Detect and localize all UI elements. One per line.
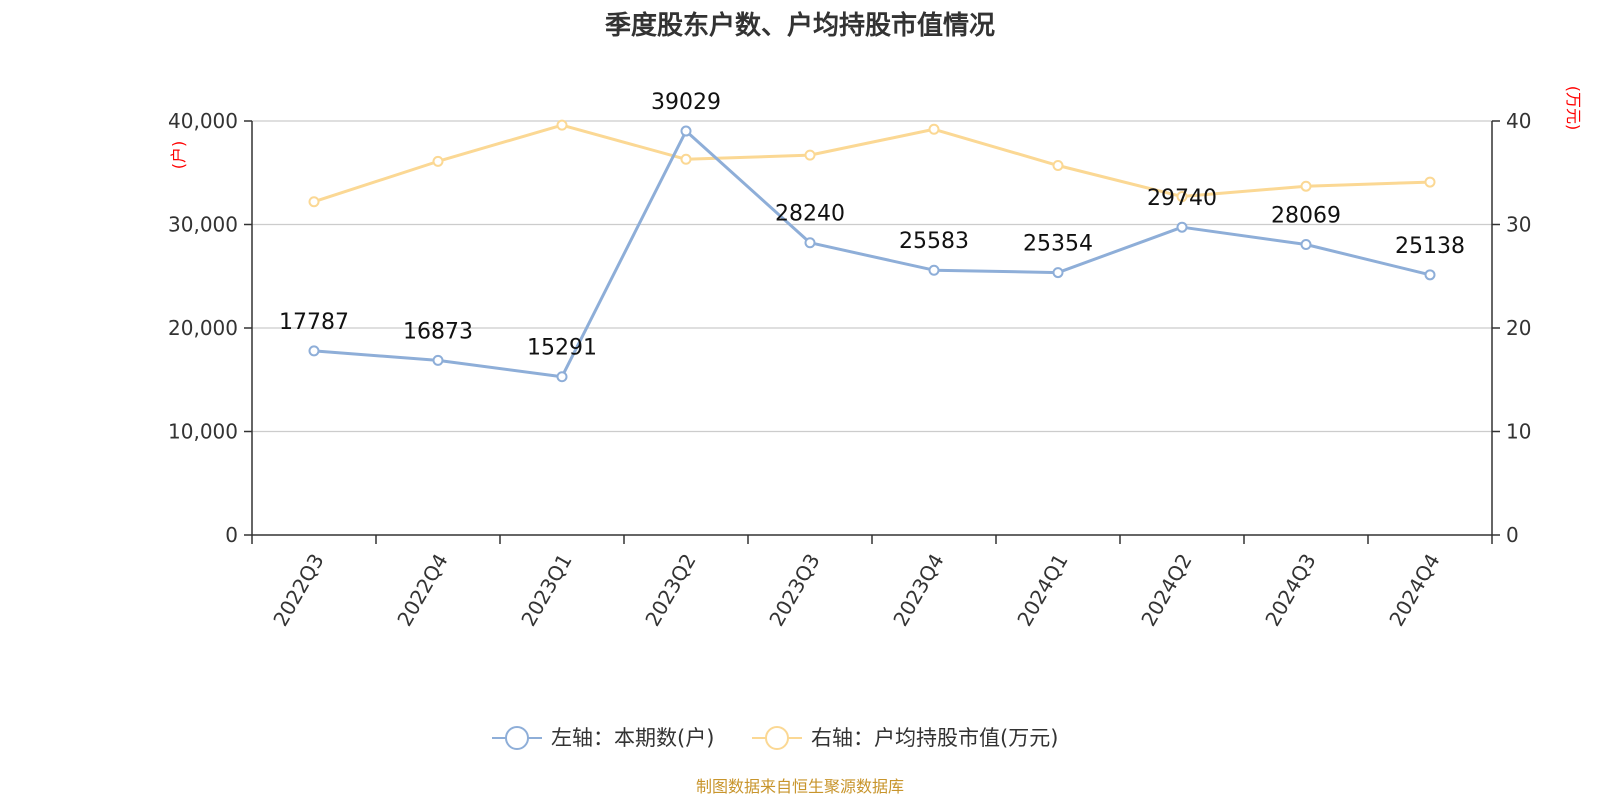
data-label: 28069: [1271, 203, 1341, 228]
grid-lines: [252, 120, 1492, 433]
x-tick-label: 2022Q4: [392, 550, 452, 631]
data-point-left: [556, 371, 568, 383]
data-label: 15291: [527, 336, 597, 361]
x-tick-label: 2024Q1: [1012, 550, 1072, 631]
left-tick-label: 40,000: [168, 109, 238, 133]
chart-title: 季度股东户数、户均持股市值情况: [605, 10, 995, 41]
right-axis-ticks: 0 10 20 30 40: [1492, 109, 1531, 547]
x-tick-label: 2022Q3: [268, 550, 328, 631]
left-axis-ticks: 0 10,000 20,000 30,000 40,000: [168, 109, 252, 547]
x-tick-label: 2023Q1: [516, 550, 576, 631]
left-tick-label: 10,000: [168, 420, 238, 444]
right-tick-label: 20: [1506, 316, 1531, 340]
series-line-right: [313, 123, 1431, 204]
data-label: 29740: [1147, 186, 1217, 211]
legend: 左轴：本期数(户) 右轴：户均持股市值(万元): [492, 726, 1058, 750]
legend-left-label: 左轴：本期数(户): [551, 726, 714, 750]
right-tick-label: 40: [1506, 109, 1531, 133]
data-point-left: [1176, 221, 1188, 233]
legend-right-label: 右轴：户均持股市值(万元): [811, 726, 1058, 750]
data-point-left: [1424, 269, 1436, 281]
data-point-right: [928, 123, 940, 135]
legend-left-marker-icon: [505, 726, 529, 750]
data-point-left: [1300, 238, 1312, 250]
data-point-left: [680, 125, 692, 137]
data-label: 25354: [1023, 232, 1093, 257]
x-tick-label: 2023Q2: [640, 550, 700, 631]
x-tick-label: 2024Q4: [1384, 550, 1444, 631]
series-layer: [308, 119, 1436, 383]
x-tick-label: 2023Q4: [888, 550, 948, 631]
x-tick-label: 2023Q3: [764, 550, 824, 631]
x-tick-label: 2024Q2: [1136, 550, 1196, 631]
right-tick-label: 30: [1506, 213, 1531, 237]
right-axis-unit: (万元): [1564, 86, 1583, 131]
data-label: 39029: [651, 90, 721, 115]
series-line-left: [313, 129, 1431, 379]
data-label: 25138: [1395, 234, 1465, 259]
data-point-right: [804, 149, 816, 161]
data-point-right: [680, 153, 692, 165]
data-point-left: [804, 237, 816, 249]
data-point-right: [1424, 176, 1436, 188]
data-point-left: [308, 345, 320, 357]
right-tick-label: 10: [1506, 420, 1531, 444]
source-note: 制图数据来自恒生聚源数据库: [696, 777, 904, 796]
data-point-left: [1052, 267, 1064, 279]
legend-item-left[interactable]: 左轴：本期数(户): [492, 726, 714, 750]
left-tick-label: 20,000: [168, 316, 238, 340]
data-point-right: [556, 119, 568, 131]
data-point-left: [928, 264, 940, 276]
right-tick-label: 0: [1506, 523, 1519, 547]
left-tick-label: 30,000: [168, 213, 238, 237]
data-label: 17787: [279, 310, 349, 335]
left-axis-unit: (户): [169, 141, 188, 170]
data-label: 28240: [775, 202, 845, 227]
data-point-right: [432, 155, 444, 167]
data-point-right: [1176, 191, 1188, 203]
x-axis-ticks: 2022Q3 2022Q4 2023Q1 2023Q2 2023Q3 2023Q4 2024…: [251, 535, 1493, 631]
data-label: 16873: [403, 319, 473, 344]
legend-item-right[interactable]: 右轴：户均持股市值(万元): [752, 726, 1058, 750]
legend-right-marker-icon: [765, 726, 789, 750]
data-labels: 17787 16873 15291 39029 28240 25583 25354 29740…: [279, 90, 1465, 361]
x-tick-label: 2024Q3: [1260, 550, 1320, 631]
data-label: 25583: [899, 229, 969, 254]
left-tick-label: 0: [225, 523, 238, 547]
data-point-right: [1052, 160, 1064, 172]
data-point-right: [308, 196, 320, 208]
data-point-right: [1300, 180, 1312, 192]
data-point-left: [432, 354, 444, 366]
